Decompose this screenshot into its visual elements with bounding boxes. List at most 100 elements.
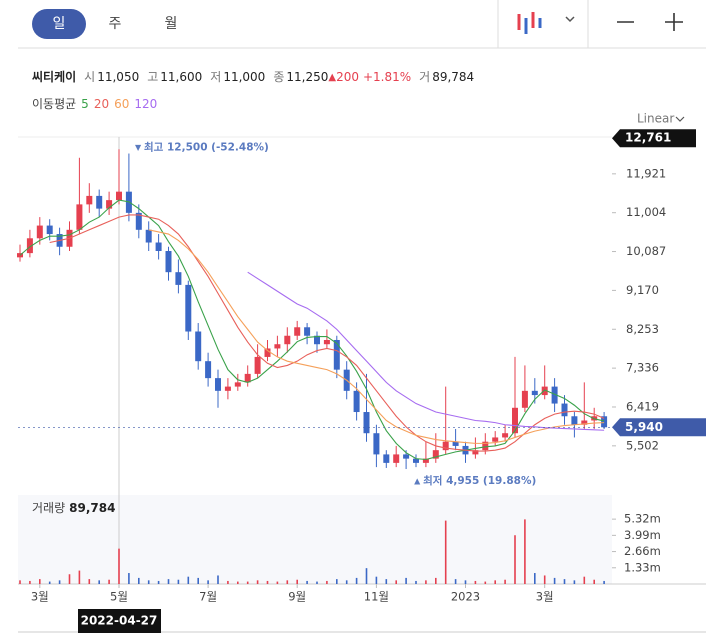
candle-type-button[interactable] [517,12,575,34]
candle-body [482,441,489,451]
volume-bar [425,580,427,584]
candle-body [323,339,330,345]
volume-bar [167,579,170,584]
volume-bar [336,579,338,584]
volume-tick-label: 1.33m [624,560,661,574]
candle-body [442,441,449,451]
volume-bar [108,579,110,584]
volume-bar [157,580,160,584]
ma-line [49,214,605,452]
volume-bar [326,580,328,584]
volume-tick-label: 3.99m [624,528,661,542]
candle-body [432,450,439,459]
x-tick-label: 3월 [31,590,49,604]
stock-name: 씨티케이 [32,69,76,84]
candle-body [294,327,301,336]
volume-bar [256,580,259,584]
candle-body [234,382,241,387]
max-label: 최고 12,500 (-52.48%) [144,140,269,153]
volume-tick-label: 2.66m [624,544,661,558]
scale-selector[interactable]: Linear [637,112,674,126]
candle-body [452,441,459,446]
candle-body [145,229,152,243]
candle-body [185,284,192,332]
tab[interactable]: 월 [165,16,178,32]
volume-bar [524,519,526,584]
volume-bar [435,577,437,584]
x-tick-label: 5월 [110,590,128,604]
legend-entry: 120 [134,97,157,111]
volume-panel [18,495,612,584]
ma-line [148,229,605,444]
crosshair-price: 12,761 [625,131,671,145]
y-tick-label: 10,087 [626,244,666,258]
candle-body [571,416,578,425]
volume-bar [197,577,199,584]
candle-body [175,272,182,285]
candle-body [155,242,162,251]
quote-label: 거 [419,70,430,84]
change-arrow: ▲ [328,72,336,83]
y-tick-label: 5,502 [626,438,659,452]
zoom-in-button[interactable] [665,13,683,31]
chevron [565,16,575,23]
volume-title: 거래량 89,784 [32,501,115,515]
volume-bar [207,580,209,584]
volume-last: 89,784 [69,501,115,515]
candle-body [36,225,43,239]
candle-body [314,335,320,345]
y-tick-label: 11,004 [626,205,666,219]
volume-bar [266,580,269,584]
candle-body [26,238,33,254]
candle-body [96,195,103,209]
candle-body [274,344,281,349]
volume-bar [286,580,289,584]
volume-bar [603,580,605,584]
volume-bar [296,579,298,584]
min-arrow: ▲ [414,477,421,486]
volume-bar [39,579,41,584]
quote-value: 11,250 [286,70,328,84]
volume-bar [217,575,219,584]
candle-body [284,335,291,345]
volume-bar [365,568,368,584]
volume-bar [583,576,586,584]
volume-bar [227,580,229,584]
tab[interactable]: 일 [53,16,66,32]
candle-body [541,386,548,396]
candle-body [205,361,212,379]
volume-bar [534,573,536,584]
plot: 5,502 6,419 7,336 8,253 9,170 10,087 11,004 11,… [17,129,706,633]
volume-bar [306,580,308,584]
quote-label: 종 [273,70,284,84]
volume-bar [187,576,190,584]
volume-tick-label: 5.32m [624,512,661,526]
quote-line: 씨티케이 시 11,050 고 11,600 저 11,000 종 11,250▲200 +1.8… [32,69,474,84]
candle-body [353,390,360,413]
candle-body [531,390,538,396]
volume-bar [88,579,91,584]
candle-body [86,195,93,205]
y-tick-label: 11,921 [626,166,666,180]
volume-bar [246,581,249,584]
volume-bar [78,570,81,584]
candle-body [304,327,311,336]
change-value: 200 [336,70,359,84]
candle-body [224,386,231,391]
candle-body [46,225,53,235]
volume-bar [593,579,595,584]
change-pct: +1.81% [363,70,411,84]
max-arrow: ▼ [135,143,142,152]
chevron [675,116,685,122]
ma-line [19,199,605,461]
candle-body [521,390,528,408]
candle-body [165,250,172,273]
volume-bar [98,580,100,584]
volume-bar [494,580,496,584]
quote-label: 저 [210,70,221,84]
volume-bar [118,548,120,584]
volume-bar [395,580,397,584]
tab[interactable]: 주 [109,16,122,32]
